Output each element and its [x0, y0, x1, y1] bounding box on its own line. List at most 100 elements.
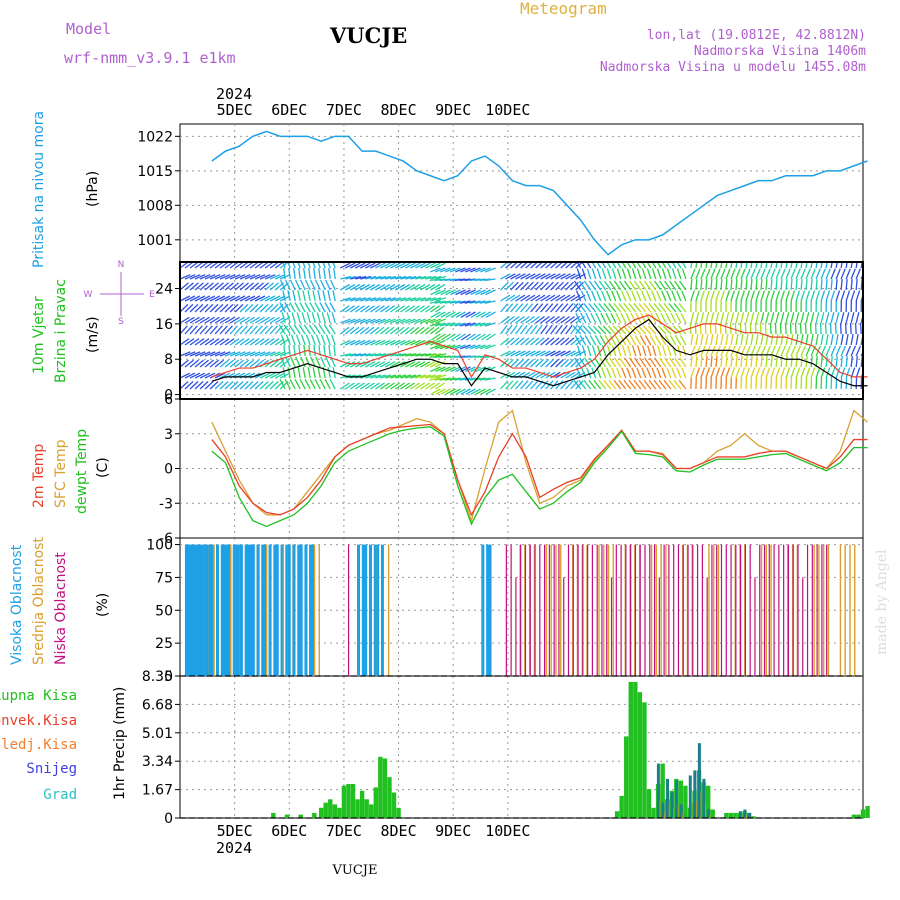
wind-arrow — [664, 280, 672, 291]
wind-arrow — [313, 324, 321, 335]
wind-arrow — [735, 312, 740, 324]
wind-arrow — [375, 262, 386, 269]
wind-arrow — [510, 358, 519, 368]
wind-arrow — [679, 357, 687, 368]
wind-arrow — [810, 334, 814, 346]
wind-arrow — [608, 379, 617, 390]
y-tick-label: 16 — [155, 317, 173, 333]
wind-arrow — [705, 355, 708, 368]
high-cloud-bar — [199, 544, 203, 676]
wind-arrow — [575, 380, 584, 390]
wind-arrow — [682, 345, 687, 357]
wind-arrow — [740, 334, 744, 346]
panel-frame — [179, 123, 864, 263]
wind-arrow — [681, 367, 687, 379]
low-cloud-label: Niska Oblacnost — [53, 552, 69, 665]
wind-arrow — [649, 335, 657, 346]
wind-arrow — [283, 268, 286, 280]
wind-arrow — [199, 381, 209, 390]
wind-arrow — [464, 377, 476, 381]
wind-arrow — [646, 262, 652, 269]
wind-arrow — [229, 351, 241, 357]
wind-arrow — [454, 300, 466, 304]
wind-arrow — [214, 274, 226, 280]
low-cloud-bar — [539, 544, 541, 676]
wind-arrow — [430, 388, 441, 395]
wind-arrow — [633, 303, 642, 313]
wind-arrow — [435, 305, 445, 313]
wind-arrow — [570, 281, 579, 291]
wind-arrow — [410, 297, 422, 302]
wind-arrow — [774, 322, 777, 335]
wind-arrow — [730, 268, 736, 280]
wind-arrow — [307, 290, 311, 302]
wind-arrow — [835, 334, 839, 346]
wind-arrow — [657, 325, 667, 335]
wind-arrow — [435, 275, 447, 280]
wind-arrow — [515, 358, 524, 368]
wind-arrow — [800, 355, 803, 368]
wind-arrow — [439, 377, 451, 381]
wind-arrow — [606, 290, 612, 302]
wind-arrow — [560, 316, 570, 324]
wind-arrow — [760, 290, 766, 302]
wind-arrow — [700, 278, 703, 291]
wind-arrow — [194, 274, 206, 280]
y-tick-label: 50 — [155, 603, 173, 619]
wind-arrow — [459, 344, 471, 350]
precip-axis-title: 1hr Precip (mm) — [112, 687, 128, 800]
wind-arrow — [570, 303, 579, 313]
wind-arrow — [647, 325, 657, 335]
wind-arrow — [550, 281, 559, 291]
wind-arrow — [390, 297, 402, 302]
high-cloud-bar — [285, 544, 289, 676]
wind-arrow — [307, 367, 311, 379]
low-cloud-bar — [821, 544, 823, 676]
wind-arrow — [350, 339, 361, 346]
wind-arrow — [480, 289, 491, 296]
footer-station: VUCJE — [332, 863, 378, 878]
wind-arrow — [658, 280, 667, 291]
compass-s: S — [118, 317, 124, 327]
wind-arrow — [644, 335, 652, 346]
wind-arrow — [755, 334, 759, 346]
wind-arrow — [588, 379, 597, 390]
wind-arrow — [254, 282, 264, 291]
wind-arrow — [560, 380, 569, 390]
wind-arrow — [596, 345, 602, 357]
wind-arrow — [690, 312, 695, 324]
mid-cloud-bar — [598, 544, 600, 676]
wind-arrow — [636, 367, 642, 379]
wind-arrow — [292, 367, 296, 379]
snow-bar — [743, 809, 747, 818]
wind-arrow — [690, 290, 695, 302]
wind-arrow — [405, 361, 416, 368]
wind-arrow — [435, 374, 447, 379]
wind-arrow — [674, 357, 682, 368]
dewpoint-label: dewpt Temp — [74, 429, 90, 514]
wind-arrow — [365, 297, 377, 302]
wind-arrow — [291, 312, 296, 324]
wind-arrow — [624, 357, 632, 368]
precip-bar — [271, 812, 276, 818]
wind-arrow — [612, 325, 622, 335]
wind-arrow — [658, 379, 667, 390]
high-cloud-bar — [486, 544, 490, 676]
wind-arrow — [224, 303, 234, 313]
wind-arrow — [730, 278, 733, 291]
wind-arrow — [676, 290, 682, 302]
wind-arrow — [578, 379, 587, 390]
header: Model wrf-nmm_v3.9.1 e1km VUCJE Meteogra… — [64, 0, 890, 878]
wind-arrow — [310, 334, 316, 346]
wind-arrow — [835, 268, 841, 280]
wind-arrow — [607, 325, 617, 335]
wind-arrow — [626, 290, 632, 302]
wind-arrow — [550, 337, 560, 346]
wind-arrow — [550, 294, 561, 302]
wind-arrow — [385, 318, 396, 324]
wind-arrow — [560, 303, 569, 313]
wind-arrow — [332, 290, 336, 302]
wind-arrow — [785, 355, 788, 368]
wind-arrow — [581, 262, 587, 269]
wind-arrow — [530, 371, 541, 379]
